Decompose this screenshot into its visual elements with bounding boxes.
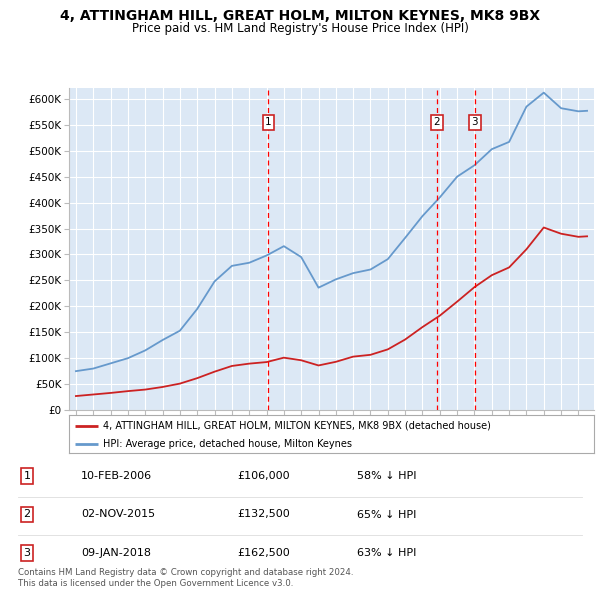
Text: 4, ATTINGHAM HILL, GREAT HOLM, MILTON KEYNES, MK8 9BX (detached house): 4, ATTINGHAM HILL, GREAT HOLM, MILTON KE… bbox=[103, 421, 491, 431]
Text: 58% ↓ HPI: 58% ↓ HPI bbox=[357, 471, 416, 481]
Text: 2: 2 bbox=[23, 510, 31, 519]
Text: 3: 3 bbox=[23, 548, 31, 558]
Text: 02-NOV-2015: 02-NOV-2015 bbox=[81, 510, 155, 519]
Text: 65% ↓ HPI: 65% ↓ HPI bbox=[357, 510, 416, 519]
Text: 10-FEB-2006: 10-FEB-2006 bbox=[81, 471, 152, 481]
Text: 1: 1 bbox=[265, 117, 272, 127]
Text: 4, ATTINGHAM HILL, GREAT HOLM, MILTON KEYNES, MK8 9BX: 4, ATTINGHAM HILL, GREAT HOLM, MILTON KE… bbox=[60, 9, 540, 23]
Text: 3: 3 bbox=[472, 117, 478, 127]
Text: Price paid vs. HM Land Registry's House Price Index (HPI): Price paid vs. HM Land Registry's House … bbox=[131, 22, 469, 35]
Text: £162,500: £162,500 bbox=[237, 548, 290, 558]
Text: £106,000: £106,000 bbox=[237, 471, 290, 481]
Text: Contains HM Land Registry data © Crown copyright and database right 2024.
This d: Contains HM Land Registry data © Crown c… bbox=[18, 568, 353, 588]
Text: 09-JAN-2018: 09-JAN-2018 bbox=[81, 548, 151, 558]
Text: 2: 2 bbox=[434, 117, 440, 127]
Text: HPI: Average price, detached house, Milton Keynes: HPI: Average price, detached house, Milt… bbox=[103, 440, 352, 450]
Text: £132,500: £132,500 bbox=[237, 510, 290, 519]
Text: 1: 1 bbox=[23, 471, 31, 481]
Text: 63% ↓ HPI: 63% ↓ HPI bbox=[357, 548, 416, 558]
